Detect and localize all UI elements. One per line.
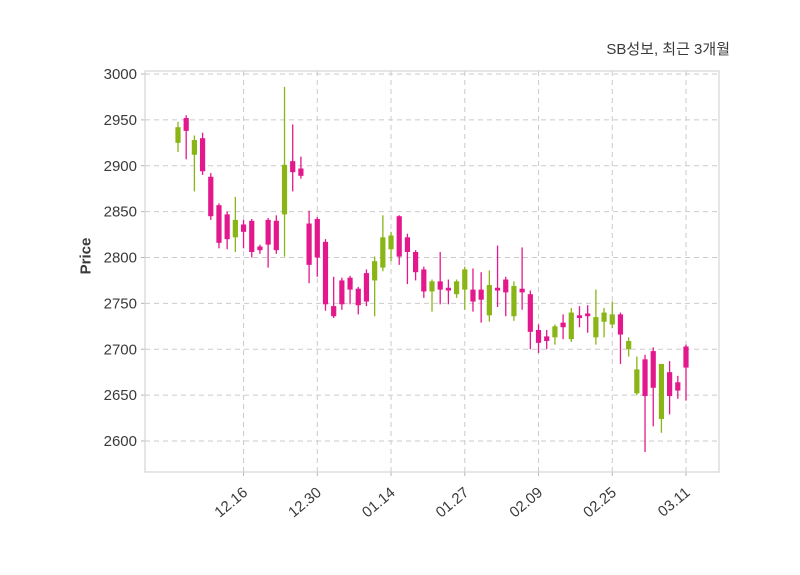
y-tick-label: 2650: [104, 387, 137, 404]
y-tick-label: 2750: [104, 295, 137, 312]
candle-body-down: [576, 315, 583, 319]
candle-body-down: [257, 246, 263, 251]
candle-body-down: [642, 359, 648, 397]
candle-body-down: [306, 223, 312, 265]
candle-body-down: [667, 372, 673, 397]
candle-body-down: [404, 237, 411, 252]
candle-body-down: [683, 346, 689, 368]
candle-body-down: [273, 220, 279, 251]
candle-body-up: [380, 237, 386, 268]
candle-body-down: [322, 241, 329, 305]
candle-body-up: [429, 281, 435, 292]
candle-body-down: [617, 314, 624, 335]
candle-body-down: [445, 287, 451, 291]
candle-body-down: [298, 168, 304, 176]
candle-body-down: [544, 336, 550, 341]
candle-body-down: [519, 288, 525, 293]
candle-body-up: [552, 326, 558, 338]
candle-body-up: [634, 369, 640, 394]
y-tick-label: 2600: [104, 433, 137, 450]
y-tick-label: 2850: [104, 204, 137, 221]
y-tick-label: 3000: [104, 66, 137, 83]
candle-body-down: [290, 161, 296, 173]
candle-body-down: [470, 289, 476, 302]
candle-body-down: [437, 281, 443, 290]
candle-body-down: [224, 214, 230, 240]
candle-body-down: [331, 306, 337, 317]
candle-body-down: [585, 313, 591, 317]
candle-body-down: [396, 216, 402, 257]
x-tick-label: 02.25: [580, 484, 620, 521]
candle-body-down: [421, 269, 427, 292]
candle-body-up: [388, 235, 394, 250]
candle-body-down: [314, 218, 320, 258]
candle-body-down: [535, 329, 542, 343]
candle-body-down: [208, 176, 214, 217]
candle-body-down: [355, 288, 361, 306]
plot-border: [144, 70, 720, 473]
x-tick-label: 12.30: [285, 484, 325, 521]
candle-body-down: [240, 224, 247, 232]
candle-body-up: [511, 285, 517, 317]
x-tick-label: 03.11: [655, 484, 694, 520]
candle-body-up: [232, 219, 238, 238]
y-tick-label: 2900: [104, 158, 137, 175]
candle-body-up: [372, 261, 378, 281]
candle-body-down: [347, 277, 353, 290]
candle-body-down: [199, 138, 206, 172]
candle-body-up: [191, 140, 197, 155]
candle-body-down: [249, 220, 255, 252]
candle-body-down: [560, 322, 566, 328]
y-tick-label: 2700: [104, 341, 137, 358]
candle-body-down: [675, 382, 681, 391]
candle-body-down: [478, 289, 484, 300]
y-tick-label: 2800: [104, 250, 137, 267]
candle-body-down: [363, 273, 370, 302]
candle-body-up: [568, 312, 574, 340]
y-tick-label: 2950: [104, 112, 137, 129]
chart-title: SB성보, 최근 3개월: [606, 41, 730, 58]
x-tick-label: 01.14: [359, 484, 399, 521]
candle-body-up: [601, 312, 607, 322]
candle-body-up: [593, 317, 599, 338]
candle-body-down: [527, 294, 533, 332]
candle-body-down: [265, 219, 271, 245]
x-tick-label: 12.16: [211, 484, 251, 521]
candle-body-up: [626, 340, 632, 350]
candle-body-up: [175, 127, 181, 143]
candle-body-down: [216, 205, 222, 243]
candle-body-up: [609, 314, 615, 325]
candle-body-up: [462, 269, 468, 290]
candle-body-up: [658, 363, 665, 419]
x-tick-label: 01.27: [433, 484, 473, 521]
candle-body-down: [650, 351, 656, 388]
candle-body-down: [339, 280, 345, 305]
candle-body-down: [183, 118, 189, 131]
x-tick-label: 02.09: [506, 484, 546, 521]
candle-body-down: [503, 279, 509, 293]
candle-body-down: [413, 251, 419, 273]
candle-body-down: [494, 287, 501, 291]
candle-body-up: [486, 285, 492, 316]
candle-body-up: [453, 281, 460, 295]
candle-body-up: [281, 164, 288, 215]
